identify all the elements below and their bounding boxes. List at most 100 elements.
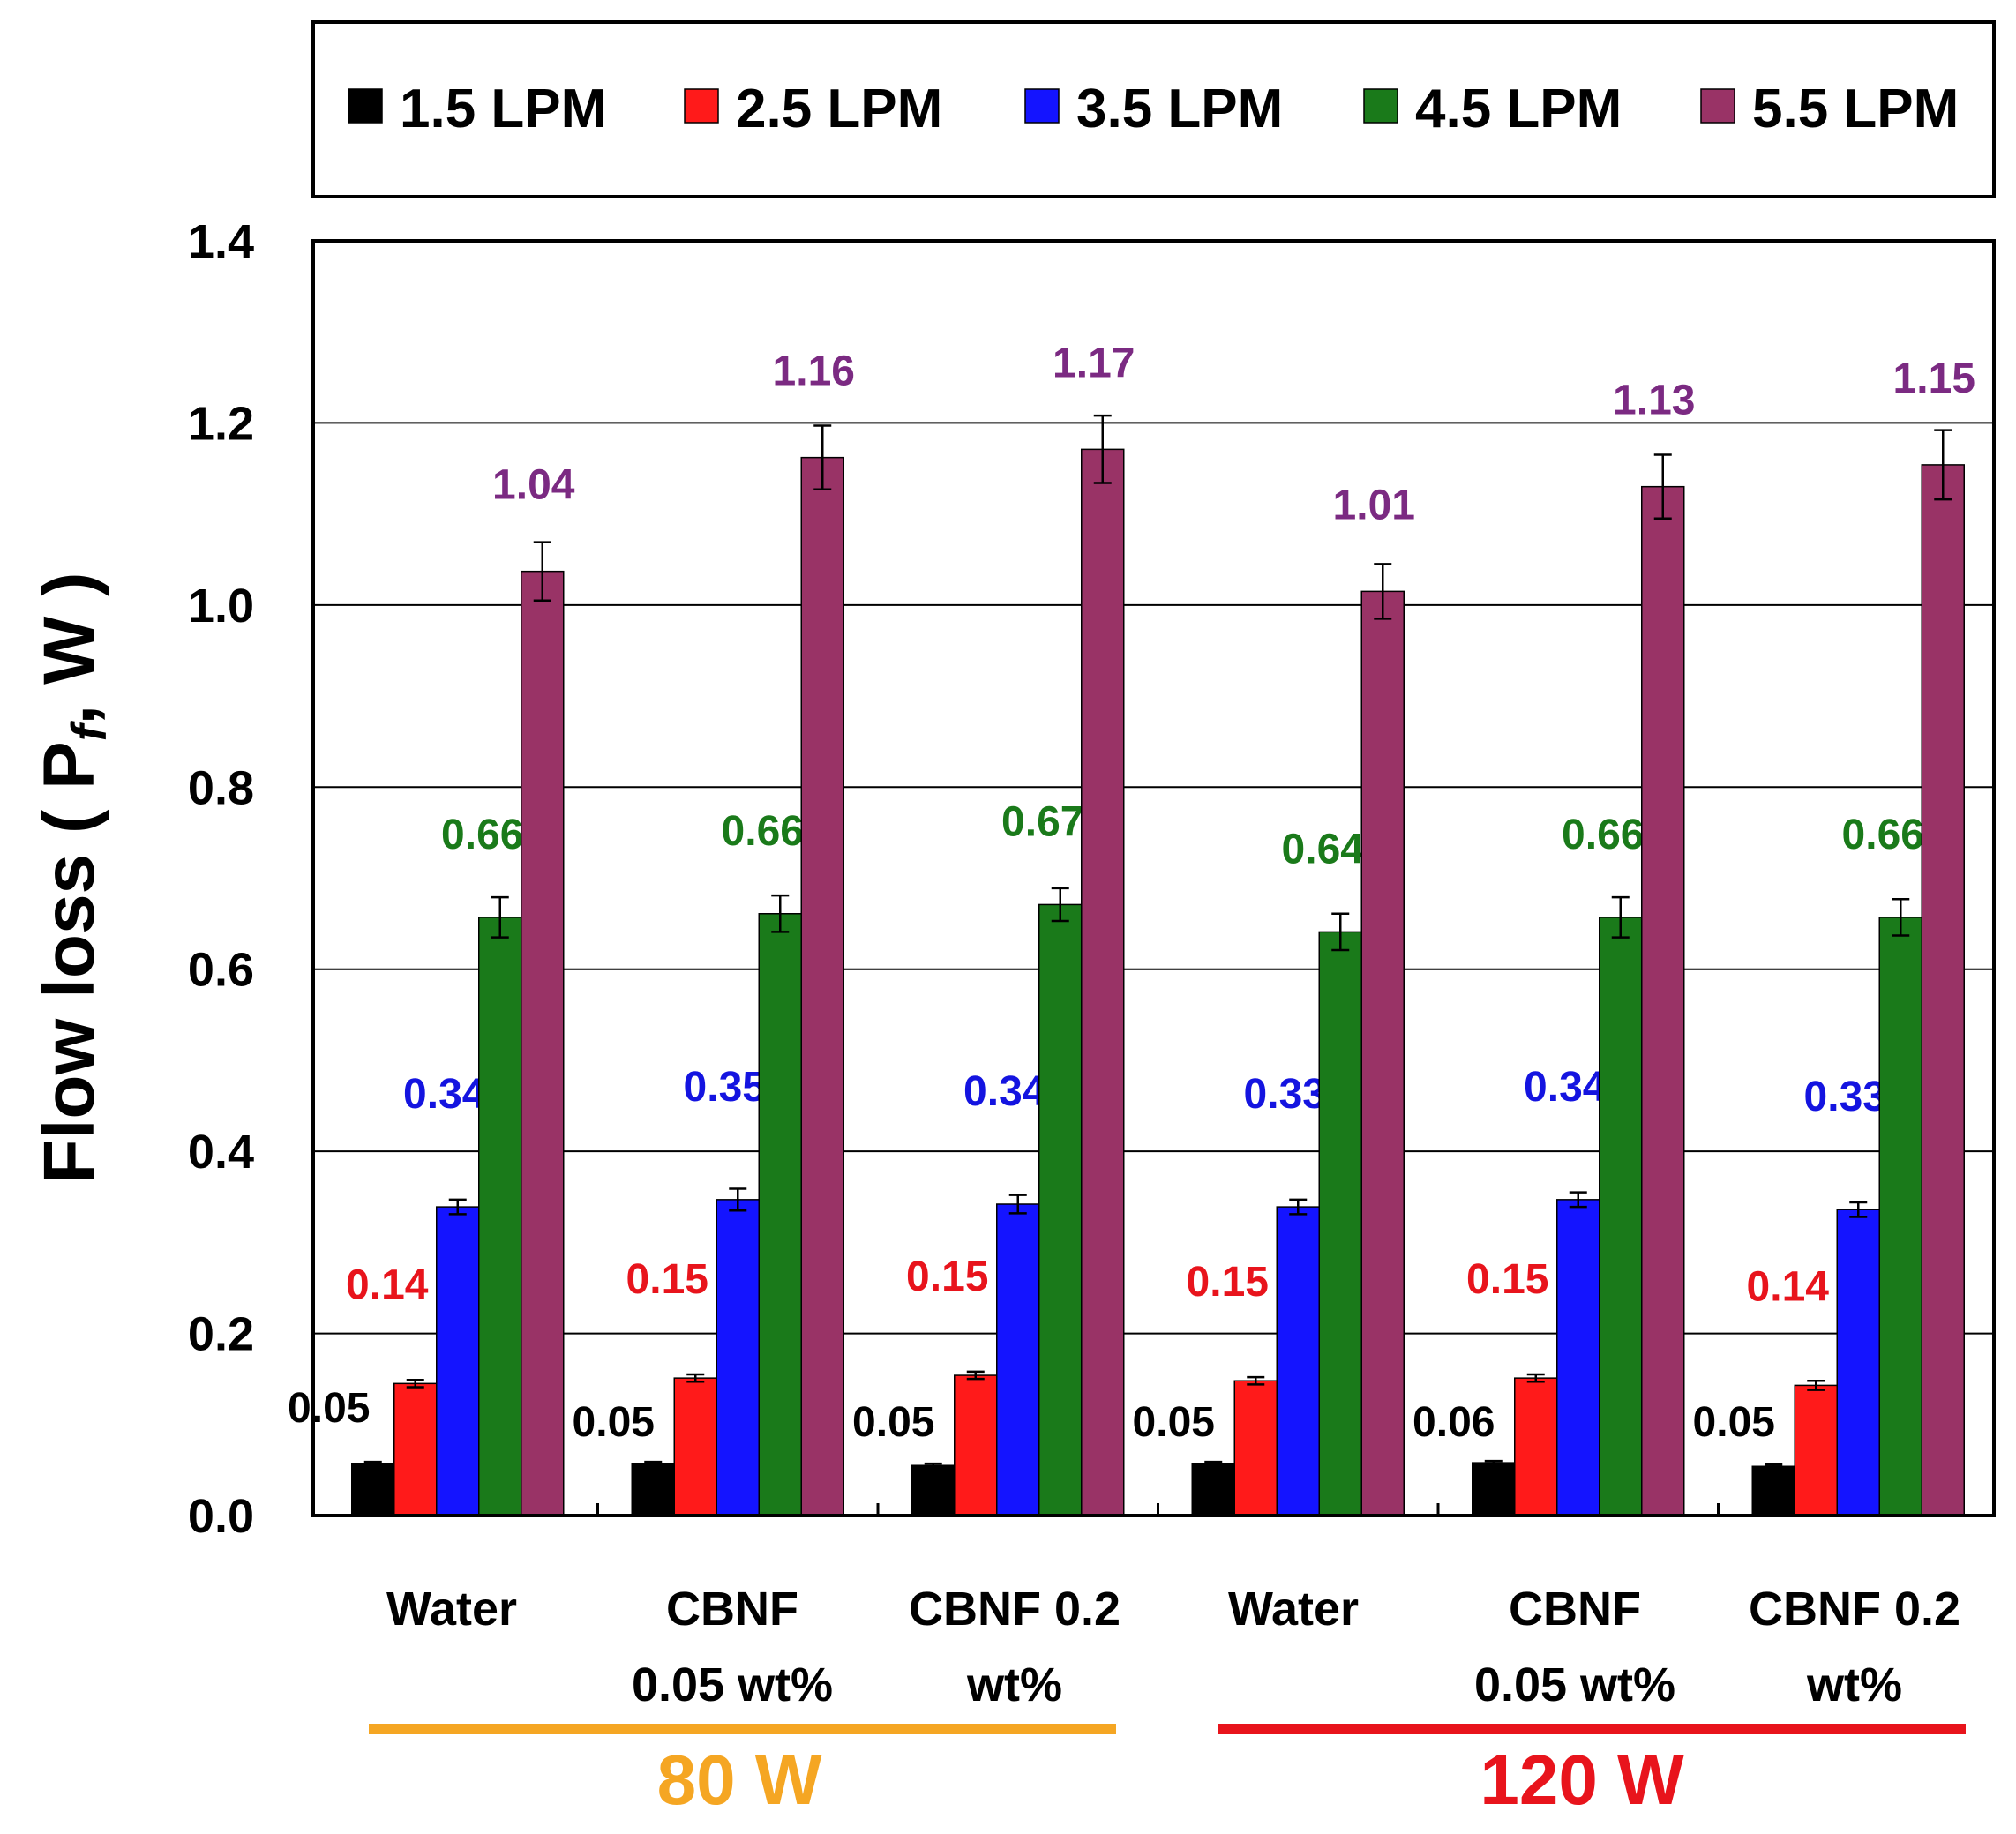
data-label: 1.15 — [1893, 356, 1975, 402]
bar — [1081, 448, 1125, 1516]
x-category-label: Water — [386, 1583, 517, 1636]
x-axis: Water CBNF 0.05 wt% CBNF 0.2 wt% Water CBNF 0.0… — [369, 1503, 1966, 1819]
bars: 0.05 0.05 0.05 0.05 0.06 0.05 0.14 0.15 0.15 0.15… — [288, 340, 1975, 1516]
bar — [351, 1463, 395, 1516]
data-label: 0.33 — [1244, 1071, 1326, 1118]
data-label: 0.66 — [1562, 812, 1644, 858]
bar — [1836, 1209, 1880, 1516]
bar — [1641, 485, 1685, 1516]
bar — [631, 1463, 675, 1516]
legend-label: 5.5 LPM — [1752, 79, 1959, 139]
y-tick-label: 0.6 — [188, 944, 254, 997]
x-category-label-line: Water — [1228, 1583, 1359, 1636]
bar — [1276, 1206, 1320, 1516]
data-label: 0.34 — [1524, 1064, 1607, 1111]
x-category-label: CBNF 0.2 wt% — [909, 1583, 1120, 1711]
legend-swatch — [1024, 88, 1060, 124]
data-label: 0.06 — [1413, 1399, 1495, 1446]
bar — [996, 1203, 1040, 1516]
data-label: 0.66 — [441, 812, 523, 858]
bar — [716, 1199, 760, 1516]
bar — [758, 913, 802, 1516]
data-label: 0.35 — [684, 1064, 766, 1111]
x-category-label-line: 0.05 wt% — [632, 1658, 833, 1711]
x-category-label-line: 0.05 wt% — [1474, 1658, 1675, 1711]
data-label: 0.14 — [1747, 1263, 1830, 1310]
y-tick-label: 0.2 — [188, 1308, 254, 1361]
data-label: 0.15 — [1187, 1259, 1269, 1306]
data-label: 1.16 — [773, 348, 855, 395]
data-label: 1.13 — [1613, 378, 1695, 424]
x-category-label: CBNF 0.05 wt% — [1474, 1583, 1675, 1711]
bar — [1556, 1199, 1600, 1516]
y-tick-label: 1.2 — [188, 397, 254, 450]
bar — [1360, 590, 1405, 1516]
data-label: 0.05 — [573, 1399, 655, 1446]
y-tick-label: 0.8 — [188, 761, 254, 814]
x-category-label-line: wt% — [966, 1658, 1062, 1711]
plot-area-frame — [311, 239, 1996, 1517]
x-category-label-line: CBNF 0.2 — [909, 1583, 1120, 1636]
x-category-label-line: CBNF 0.2 — [1749, 1583, 1960, 1636]
legend-label: 1.5 LPM — [400, 79, 606, 139]
x-category-label-line: Water — [386, 1583, 517, 1636]
bar — [1318, 931, 1362, 1516]
legend: 1.5 LPM 2.5 LPM 3.5 LPM 4.5 LPM 5.5 LPM — [348, 79, 1959, 139]
x-category-label-line: CBNF — [666, 1583, 798, 1636]
data-label: 0.14 — [346, 1261, 429, 1308]
legend-box — [311, 20, 1996, 198]
bar — [673, 1377, 717, 1516]
data-label: 1.04 — [492, 462, 575, 509]
bar — [1038, 903, 1083, 1516]
bar — [1191, 1463, 1235, 1516]
data-label: 0.67 — [1001, 798, 1083, 845]
legend-swatch — [348, 88, 383, 124]
bar — [436, 1206, 480, 1516]
legend-label: 2.5 LPM — [736, 79, 942, 139]
data-label: 0.05 — [852, 1399, 934, 1446]
y-tick-label: 1.4 — [188, 215, 254, 268]
data-label: 0.15 — [626, 1256, 708, 1303]
x-category-label: CBNF 0.2 wt% — [1749, 1583, 1960, 1711]
bar — [1599, 917, 1643, 1516]
data-label: 0.34 — [403, 1071, 486, 1118]
legend-swatch — [1700, 88, 1735, 124]
data-label: 0.33 — [1804, 1074, 1886, 1120]
bar — [1921, 464, 1965, 1516]
data-label: 0.15 — [906, 1254, 988, 1300]
bar — [478, 917, 522, 1516]
legend-label: 4.5 LPM — [1415, 79, 1622, 139]
legend-label: 3.5 LPM — [1076, 79, 1283, 139]
group-label: 120 W — [1480, 1740, 1684, 1819]
legend-swatch — [1363, 88, 1398, 124]
data-label: 0.05 — [288, 1385, 370, 1432]
data-label: 1.17 — [1053, 340, 1135, 386]
y-axis: 0.0 0.2 0.4 0.6 0.8 1.0 1.2 1.4 — [188, 215, 254, 1543]
y-axis-label: Flow loss ( Pf, W ) — [29, 573, 116, 1184]
bar — [954, 1374, 998, 1516]
bar — [1878, 917, 1922, 1516]
bar — [911, 1464, 956, 1516]
x-category-label: Water — [1228, 1583, 1359, 1636]
bar — [1751, 1465, 1795, 1516]
x-category-label-line: wt% — [1806, 1658, 1902, 1711]
legend-swatch — [684, 88, 719, 124]
bar — [800, 456, 844, 1516]
data-label: 0.05 — [1693, 1399, 1775, 1446]
gridlines — [313, 422, 1994, 1335]
y-tick-label: 1.0 — [188, 580, 254, 633]
x-category-label: CBNF 0.05 wt% — [632, 1583, 833, 1711]
group-label: 80 W — [657, 1740, 822, 1819]
data-label: 0.15 — [1466, 1256, 1548, 1303]
data-label: 1.01 — [1333, 482, 1415, 528]
bar — [1514, 1377, 1558, 1516]
data-label: 0.05 — [1133, 1399, 1215, 1446]
data-label: 0.64 — [1282, 826, 1365, 872]
bar — [1472, 1462, 1516, 1516]
data-label: 0.34 — [963, 1068, 1046, 1115]
bar — [521, 570, 565, 1516]
x-category-label-line: CBNF — [1509, 1583, 1641, 1636]
bar — [1794, 1384, 1838, 1516]
